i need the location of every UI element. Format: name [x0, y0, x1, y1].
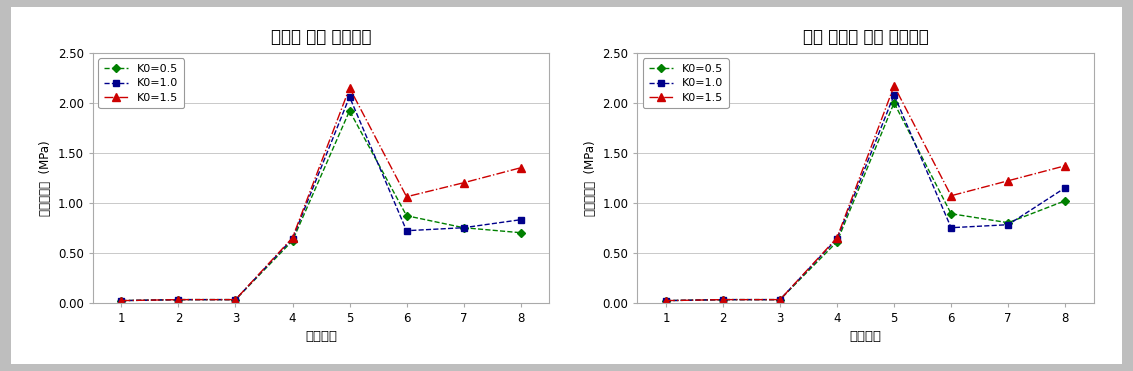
Line: K0=1.0: K0=1.0	[663, 92, 1068, 304]
K0=1.0	[286, 236, 299, 241]
K0=1.5	[457, 181, 470, 185]
Line: K0=1.5: K0=1.5	[662, 82, 1068, 305]
K0=1.5	[286, 236, 299, 240]
Line: K0=0.5: K0=0.5	[663, 100, 1068, 304]
Legend: K0=0.5, K0=1.0, K0=1.5: K0=0.5, K0=1.0, K0=1.5	[99, 59, 185, 108]
Y-axis label: 휘압축응력  (MPa): 휘압축응력 (MPa)	[40, 140, 52, 216]
K0=1.0	[1058, 186, 1072, 190]
K0=1.0	[944, 226, 957, 230]
K0=1.0	[830, 236, 844, 241]
K0=1.0	[114, 298, 128, 303]
K0=1.5	[830, 236, 844, 240]
K0=1.0	[457, 226, 470, 230]
K0=1.0	[400, 229, 414, 233]
K0=0.5	[400, 213, 414, 218]
Title: 강섬유 보강 숏크리트: 강섬유 보강 숏크리트	[271, 28, 372, 46]
K0=1.0	[229, 298, 242, 302]
K0=1.5	[716, 298, 730, 302]
K0=0.5	[887, 101, 901, 105]
K0=0.5	[1002, 220, 1015, 225]
K0=1.0	[887, 93, 901, 97]
K0=1.5	[229, 298, 242, 302]
K0=1.5	[1002, 178, 1015, 183]
K0=1.5	[773, 298, 786, 302]
K0=0.5	[773, 298, 786, 302]
K0=0.5	[286, 239, 299, 243]
K0=1.5	[400, 194, 414, 199]
K0=1.0	[716, 298, 730, 302]
K0=1.0	[659, 298, 673, 303]
K0=1.0	[514, 217, 528, 222]
K0=1.5	[659, 298, 673, 303]
K0=0.5	[114, 298, 128, 303]
K0=0.5	[343, 109, 357, 113]
K0=0.5	[514, 230, 528, 235]
X-axis label: 시공단계: 시공단계	[305, 330, 337, 343]
Y-axis label: 휘압축응력  (MPa): 휘압축응력 (MPa)	[583, 140, 597, 216]
K0=1.5	[944, 194, 957, 198]
K0=0.5	[659, 298, 673, 303]
K0=0.5	[457, 226, 470, 230]
K0=1.5	[172, 298, 186, 302]
Title: 섬유 그물망 보강 숏크리트: 섬유 그물망 보강 숏크리트	[802, 28, 928, 46]
K0=0.5	[172, 298, 186, 302]
K0=1.5	[114, 298, 128, 303]
K0=0.5	[229, 298, 242, 302]
Line: K0=1.5: K0=1.5	[118, 84, 525, 305]
K0=0.5	[830, 239, 844, 244]
K0=0.5	[944, 211, 957, 216]
Line: K0=1.0: K0=1.0	[118, 94, 523, 304]
Line: K0=0.5: K0=0.5	[118, 108, 523, 304]
K0=1.0	[773, 298, 786, 302]
K0=1.0	[343, 95, 357, 99]
K0=1.0	[1002, 223, 1015, 227]
X-axis label: 시공단계: 시공단계	[850, 330, 881, 343]
K0=0.5	[1058, 198, 1072, 203]
K0=0.5	[716, 298, 730, 302]
Legend: K0=0.5, K0=1.0, K0=1.5: K0=0.5, K0=1.0, K0=1.5	[644, 59, 729, 108]
K0=1.5	[514, 165, 528, 170]
K0=1.5	[1058, 164, 1072, 168]
K0=1.5	[887, 83, 901, 88]
K0=1.0	[172, 298, 186, 302]
K0=1.5	[343, 86, 357, 90]
